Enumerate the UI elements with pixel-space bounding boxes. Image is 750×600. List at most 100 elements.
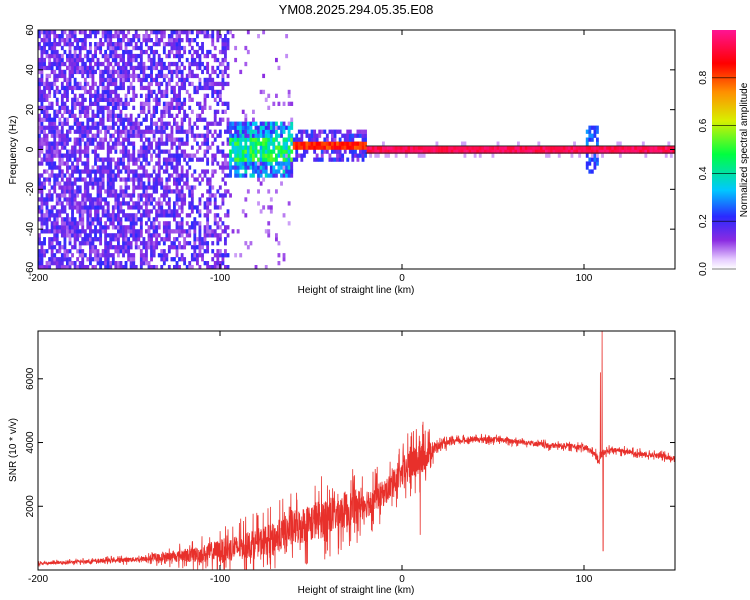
heatmap-cell — [241, 109, 245, 114]
heatmap-cell — [73, 229, 77, 234]
heatmap-cell — [91, 113, 95, 118]
heatmap-cell — [139, 81, 143, 87]
heatmap-cell — [185, 38, 189, 43]
heatmap-cell — [94, 89, 97, 95]
heatmap-cell — [328, 141, 332, 146]
heatmap-cell — [145, 221, 148, 226]
heatmap-cell — [596, 153, 599, 158]
heatmap-cell — [178, 205, 181, 210]
heatmap-cell — [249, 137, 253, 142]
heatmap-cell — [139, 57, 143, 63]
heatmap-cell — [185, 137, 189, 142]
heatmap-cell — [66, 117, 69, 122]
heatmap-cell — [55, 57, 59, 63]
heatmap-cell — [50, 69, 54, 75]
heatmap-cell — [109, 185, 113, 190]
heatmap-cell — [417, 149, 421, 154]
heatmap-cell — [213, 265, 217, 269]
heatmap-cell — [190, 61, 194, 67]
heatmap-cell — [89, 129, 92, 134]
heatmap-cell — [40, 225, 44, 230]
heatmap-cell — [106, 117, 110, 122]
heatmap-cell — [132, 261, 136, 266]
heatmap-cell — [104, 165, 108, 170]
heatmap-cell — [132, 65, 136, 71]
heatmap-cell — [43, 61, 46, 67]
heatmap-cell — [361, 129, 365, 134]
heatmap-cell — [109, 109, 113, 114]
heatmap-cell — [297, 145, 301, 150]
heatmap-cell — [234, 57, 238, 63]
heatmap-cell — [117, 169, 120, 174]
heatmap-cell — [175, 193, 179, 198]
heatmap-cell — [359, 145, 362, 150]
heatmap-cell — [325, 133, 329, 138]
heatmap-cell — [201, 105, 204, 110]
heatmap-cell — [127, 121, 131, 126]
heatmap-cell — [198, 81, 202, 87]
heatmap-cell — [81, 205, 85, 210]
heatmap-cell — [201, 133, 204, 138]
heatmap-cell — [40, 49, 44, 55]
heatmap-cell — [71, 245, 74, 250]
heatmap-cell — [157, 97, 161, 102]
heatmap-cell — [83, 141, 87, 146]
heatmap-cell — [63, 85, 67, 91]
heatmap-cell — [201, 241, 204, 246]
heatmap-cell — [491, 145, 495, 150]
heatmap-cell — [91, 69, 95, 75]
heatmap-cell — [275, 121, 278, 126]
heatmap-cell — [83, 265, 87, 269]
heatmap-cell — [170, 42, 174, 47]
heatmap-cell — [58, 249, 62, 254]
heatmap-cell — [68, 205, 72, 210]
heatmap-cell — [218, 93, 222, 98]
heatmap-cell — [155, 225, 159, 230]
heatmap-cell — [160, 201, 164, 206]
snr-line — [38, 331, 675, 570]
snr-y-label: SNR (10 * v/v) — [8, 418, 19, 482]
heatmap-cell — [71, 193, 74, 198]
heatmap-cell — [590, 133, 594, 138]
heatmap-cell — [178, 65, 181, 71]
heatmap-cell — [282, 129, 286, 134]
heatmap-cell — [96, 42, 100, 47]
heatmap-cell — [351, 133, 355, 138]
heatmap-cell — [48, 193, 52, 198]
heatmap-cell — [165, 125, 169, 130]
heatmap-cell — [91, 137, 95, 142]
heatmap-cell — [593, 161, 597, 166]
heatmap-cell — [71, 101, 74, 106]
heatmap-cell — [81, 177, 85, 182]
heatmap-cell — [45, 85, 49, 91]
heatmap-cell — [180, 193, 184, 198]
heatmap-cell — [206, 137, 210, 142]
heatmap-cell — [142, 193, 146, 198]
heatmap-cell — [305, 133, 309, 138]
heatmap-cell — [262, 145, 266, 150]
heatmap-cell — [147, 261, 151, 266]
heatmap-cell — [122, 101, 125, 106]
heatmap-cell — [162, 149, 166, 154]
heatmap-cell — [448, 145, 452, 150]
heatmap-cell — [78, 201, 82, 206]
heatmap-cell — [221, 257, 225, 262]
heatmap-cell — [137, 77, 141, 83]
heatmap-cell — [170, 173, 174, 178]
heatmap-cell — [117, 34, 120, 39]
heatmap-cell — [119, 161, 123, 166]
heatmap-cell — [226, 209, 230, 214]
heatmap-cell — [290, 149, 294, 154]
heatmap-cell — [652, 149, 655, 154]
heatmap-cell — [40, 65, 44, 71]
heatmap-cell — [173, 245, 176, 250]
heatmap-cell — [111, 225, 115, 230]
heatmap-cell — [231, 229, 235, 234]
heatmap-cell — [387, 145, 390, 150]
heatmap-cell — [73, 65, 77, 71]
heatmap-cell — [50, 81, 54, 87]
heatmap-cell — [175, 169, 179, 174]
heatmap-cell — [152, 109, 156, 114]
heatmap-cell — [287, 165, 291, 170]
heatmap-cell — [165, 133, 169, 138]
